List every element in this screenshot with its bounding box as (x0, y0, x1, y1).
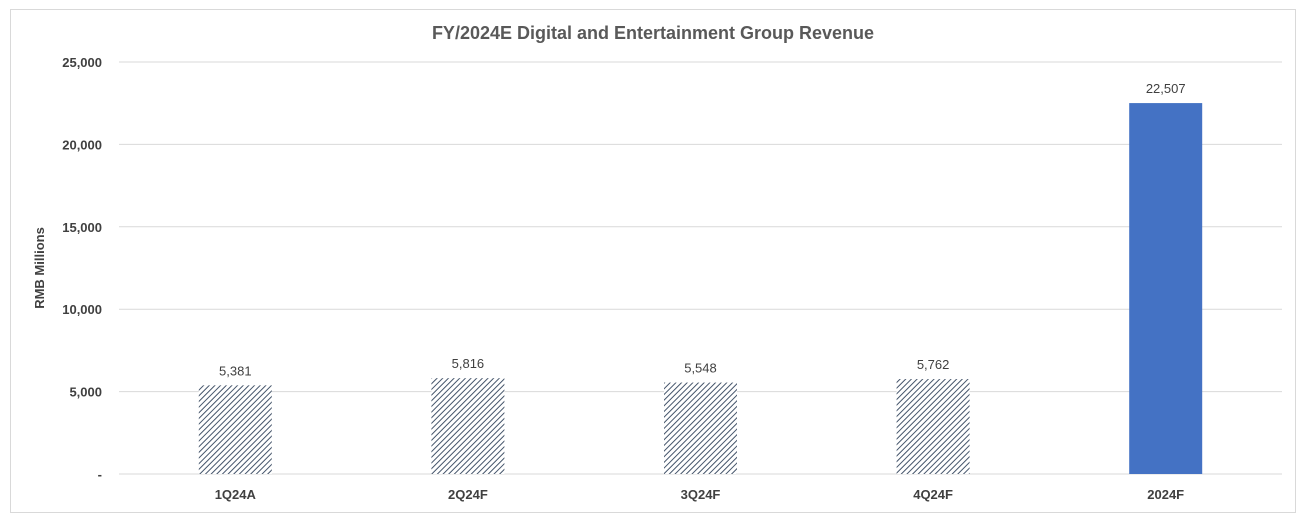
bars (198, 103, 1203, 474)
data-label: 5,381 (219, 363, 252, 378)
y-tick-label: 10,000 (62, 302, 102, 317)
data-label: 5,762 (917, 357, 950, 372)
x-tick-label: 3Q24F (681, 487, 721, 502)
y-axis-ticks: - 5,000 10,000 15,000 20,000 25,000 (62, 55, 102, 482)
y-tick-label: 25,000 (62, 55, 102, 70)
x-tick-label: 2Q24F (448, 487, 488, 502)
y-tick-label: 20,000 (62, 137, 102, 152)
data-label: 5,548 (684, 361, 717, 376)
x-axis-ticks: 1Q24A 2Q24F 3Q24F 4Q24F 2024F (215, 487, 1184, 502)
bar-2024f (1129, 103, 1203, 474)
data-label: 22,507 (1146, 81, 1186, 96)
bar-2q24f (431, 378, 505, 474)
x-tick-label: 1Q24A (215, 487, 257, 502)
gridlines (119, 61, 1282, 475)
y-tick-label: 15,000 (62, 220, 102, 235)
x-tick-label: 2024F (1147, 487, 1184, 502)
bar-3q24f (664, 382, 737, 474)
y-tick-label: 5,000 (69, 385, 102, 400)
bar-1q24a (198, 385, 272, 474)
bar-4q24f (896, 379, 970, 474)
y-tick-label: - (98, 467, 102, 482)
y-axis-label: RMB Millions (32, 227, 47, 309)
data-label: 5,816 (452, 356, 485, 371)
chart-title: FY/2024E Digital and Entertainment Group… (432, 23, 874, 43)
data-labels: 5,381 5,816 5,548 5,762 22,507 (219, 81, 1186, 378)
x-tick-label: 4Q24F (913, 487, 953, 502)
